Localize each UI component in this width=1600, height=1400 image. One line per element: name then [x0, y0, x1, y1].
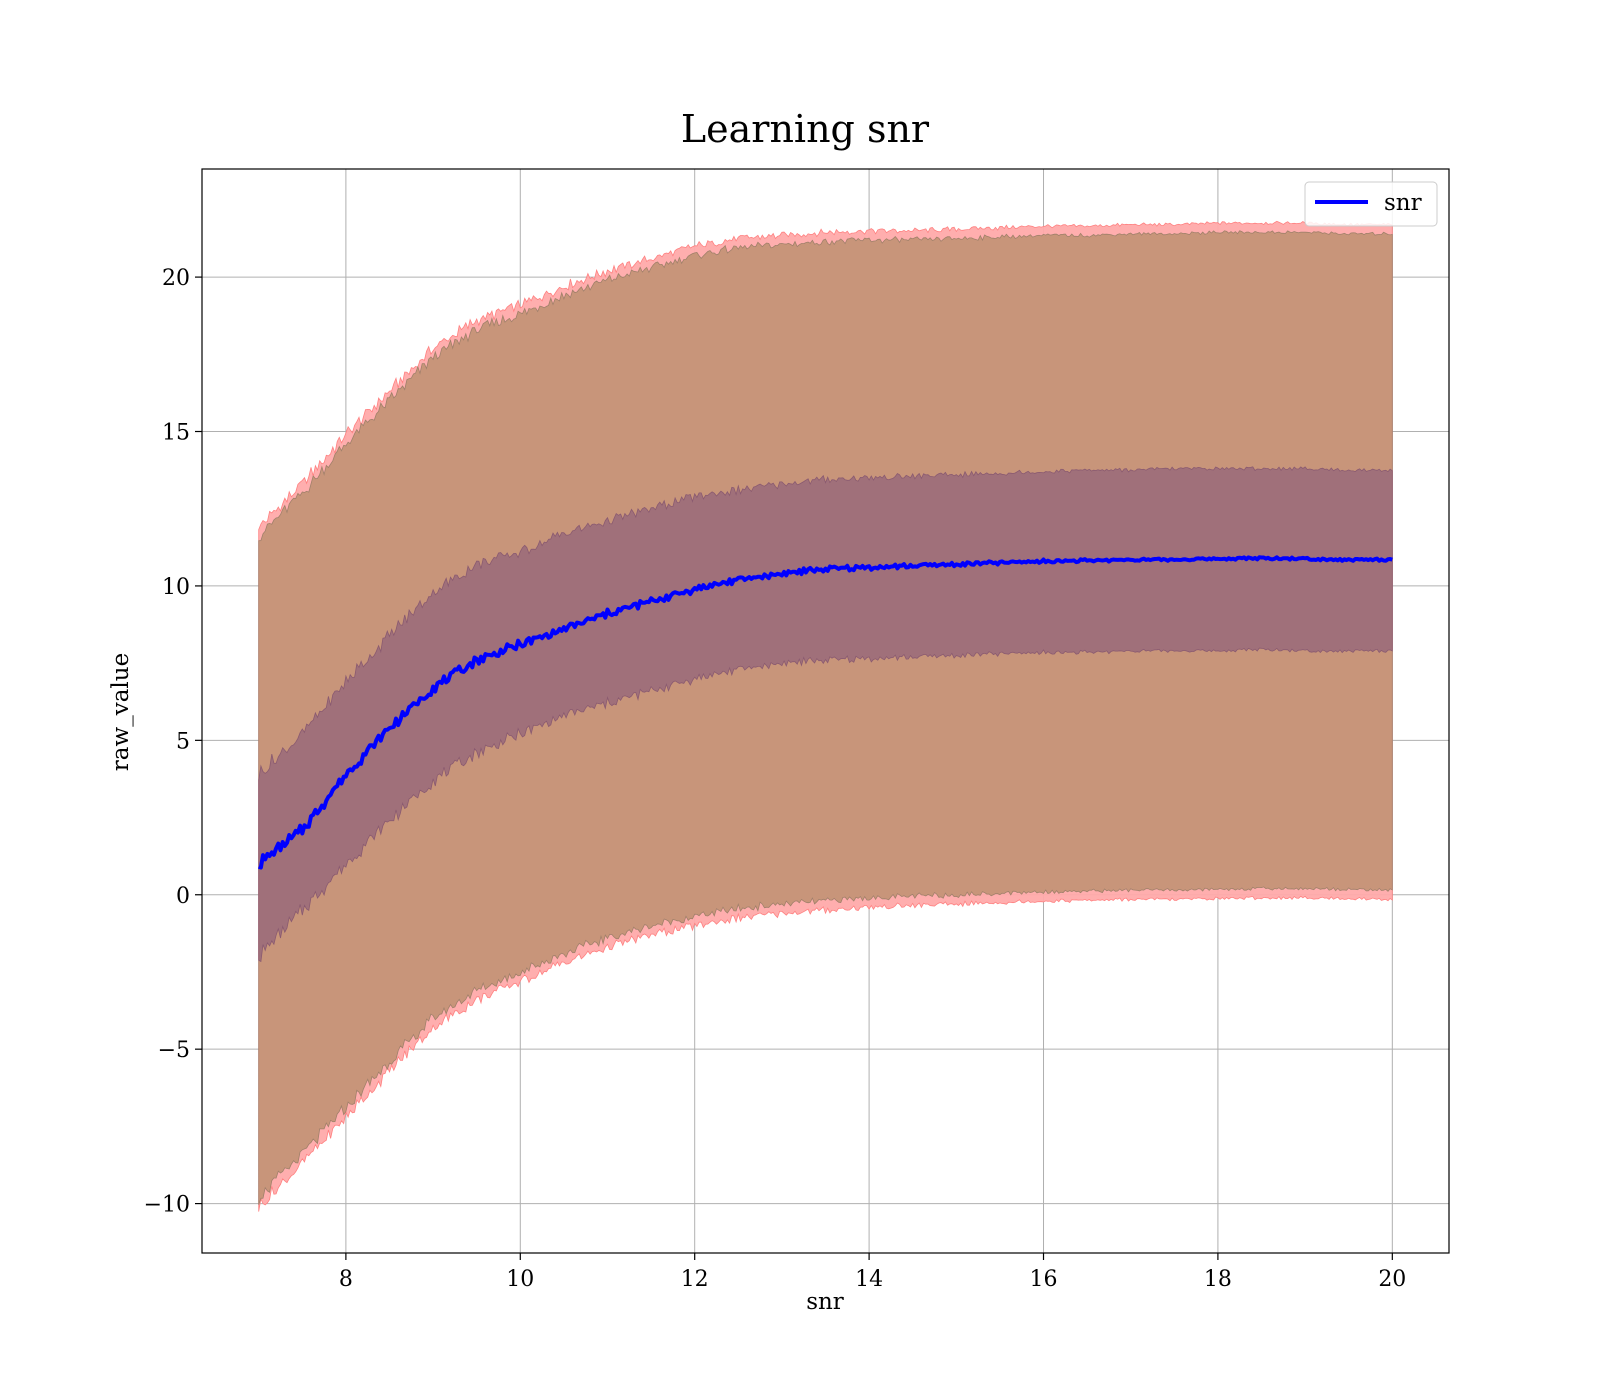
y-tick-label: 0 — [176, 884, 190, 909]
plot-frame — [201, 168, 1450, 1254]
x-tick-label: 20 — [1378, 1267, 1406, 1292]
bands — [258, 220, 1393, 1212]
mean-line-group — [257, 555, 1393, 870]
y-axis-label: raw_value — [108, 653, 134, 771]
legend-box — [1304, 181, 1438, 227]
y-tick-label: 10 — [162, 575, 190, 600]
x-tick-label: 16 — [1030, 1267, 1058, 1292]
y-tick-label: 20 — [162, 266, 190, 291]
x-axis-label: snr — [806, 1289, 844, 1315]
x-axis-ticks: 8 10 12 14 16 18 20 — [339, 1253, 1406, 1292]
legend-label-snr: snr — [1384, 190, 1422, 216]
x-tick-label: 8 — [339, 1267, 353, 1292]
y-tick-label: −5 — [158, 1038, 190, 1063]
chart-title: Learning snr — [681, 107, 930, 151]
y-tick-label: 5 — [176, 729, 190, 754]
inner-band — [258, 466, 1393, 963]
legend: snr — [1304, 181, 1438, 227]
mean-line-snr — [257, 555, 1393, 870]
x-tick-label: 10 — [506, 1267, 534, 1292]
y-axis-ticks: −10 −5 0 5 10 15 20 — [144, 266, 202, 1218]
x-tick-label: 18 — [1204, 1267, 1232, 1292]
x-tick-label: 14 — [855, 1267, 883, 1292]
x-tick-label: 12 — [681, 1267, 709, 1292]
y-tick-label: 15 — [162, 421, 190, 446]
y-tick-label: −10 — [144, 1193, 190, 1218]
